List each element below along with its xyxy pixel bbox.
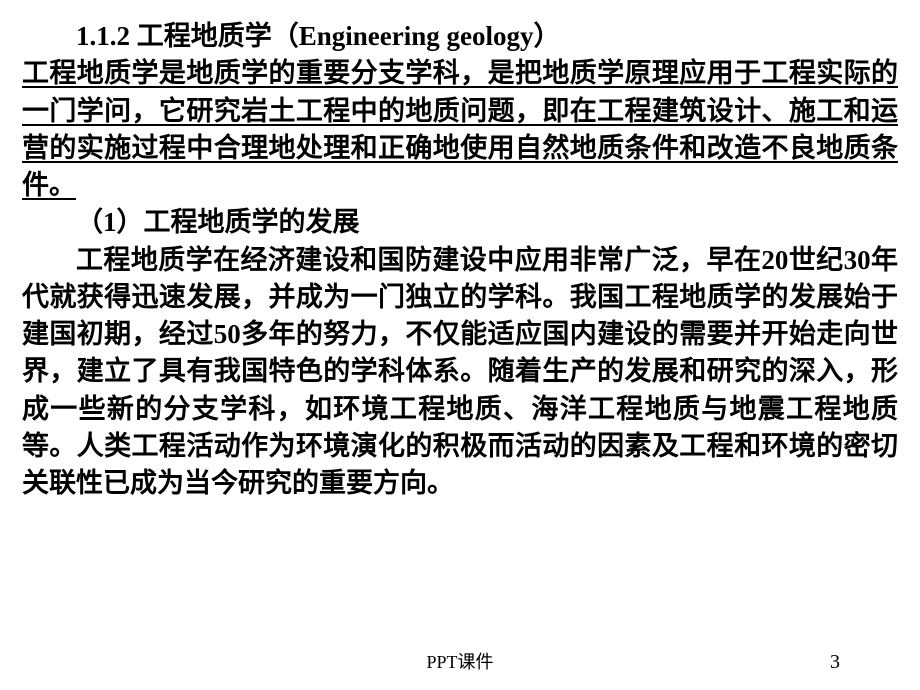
para2-f: 50 bbox=[214, 319, 241, 349]
paragraph-2: 工程地质学在经济建设和国防建设中应用非常广泛，早在20世纪30年代就获得迅速发展… bbox=[22, 242, 898, 503]
page-number: 3 bbox=[830, 651, 840, 674]
para2-b: 20 bbox=[761, 245, 788, 275]
para1-first-line: 工程地质学是地质学的重要分支学科，是把地质学原理应用于 bbox=[22, 58, 761, 88]
para2-c: 世纪 bbox=[788, 245, 843, 275]
heading-prefix: 1.1.2 工程地质学（ bbox=[76, 21, 299, 51]
heading-suffix: ） bbox=[534, 21, 561, 51]
para2-d: 30 bbox=[844, 245, 871, 275]
footer-label: PPT课件 bbox=[0, 648, 920, 674]
paragraph-1: 工程地质学是地质学的重要分支学科，是把地质学原理应用于工程实际的一门学问，它研究… bbox=[22, 55, 898, 204]
heading-english: Engineering geology bbox=[299, 21, 534, 51]
section-heading: 1.1.2 工程地质学（Engineering geology） bbox=[22, 18, 898, 55]
slide-content: 1.1.2 工程地质学（Engineering geology） 工程地质学是地… bbox=[0, 0, 920, 502]
sub-heading: （1）工程地质学的发展 bbox=[22, 204, 898, 241]
para2-a: 工程地质学在经济建设和国防建设中应用非常广泛，早在 bbox=[76, 245, 761, 275]
